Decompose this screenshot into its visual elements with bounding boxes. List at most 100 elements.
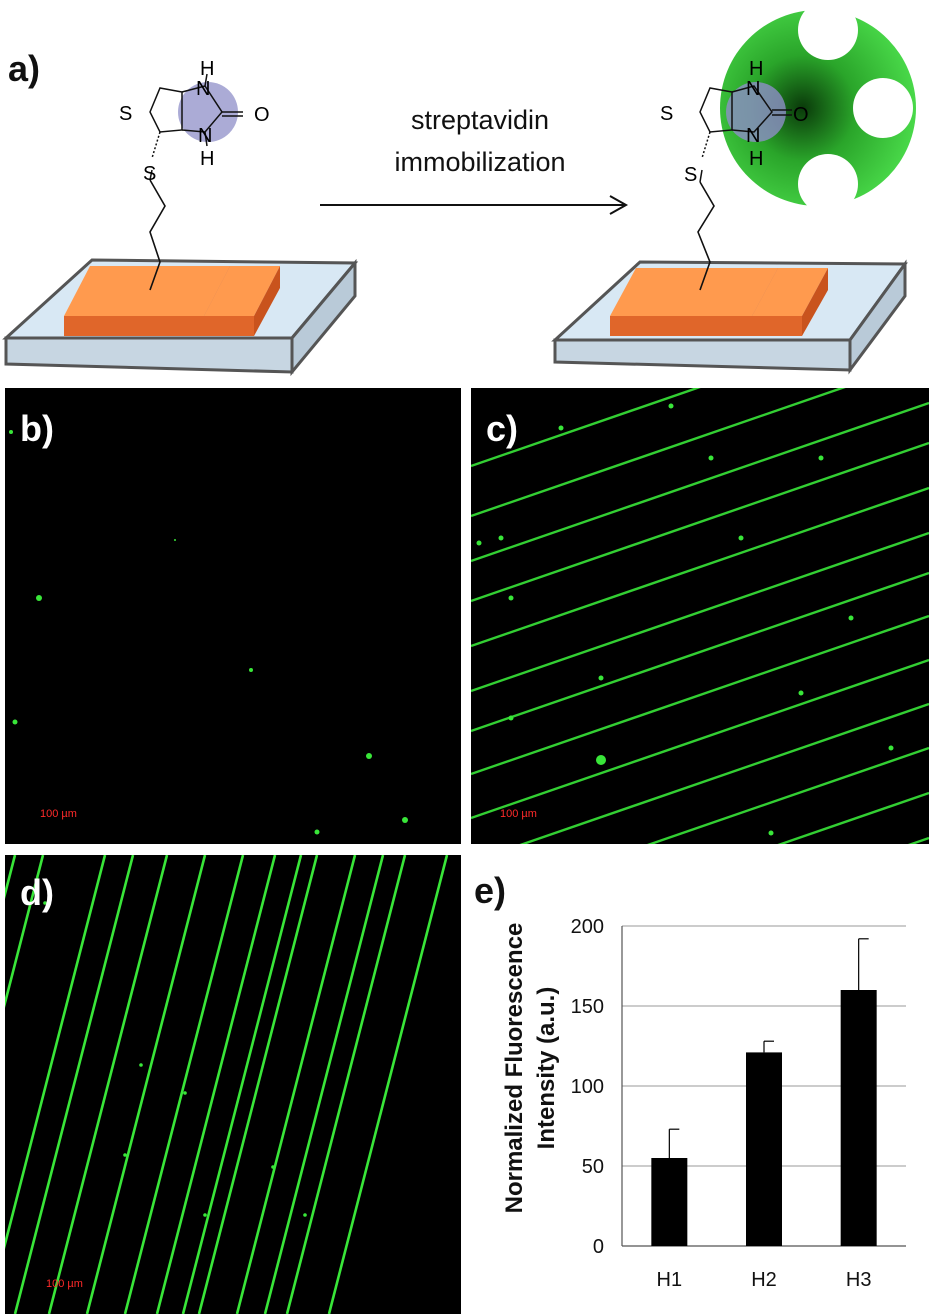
atom-s-ring-left: S xyxy=(119,103,133,125)
fluorescent-stripe xyxy=(5,855,107,1250)
y-tick-label: 0 xyxy=(593,1236,604,1258)
substrate-left-side xyxy=(4,336,294,374)
micrograph-b xyxy=(5,388,461,844)
fluorescent-stripe xyxy=(13,855,135,1314)
x-tick-label-h1: H1 xyxy=(657,1269,683,1291)
panel-b-label: b) xyxy=(20,408,54,449)
fluorescent-stripe xyxy=(47,855,169,1314)
y-tick-label: 100 xyxy=(571,1076,604,1098)
reaction-arrow xyxy=(320,195,629,215)
fluorescent-spot xyxy=(303,1213,307,1217)
bar-chart-e: Normalized Fluorescence Intensity (a.u.)… xyxy=(501,916,906,1291)
fluorescent-spot xyxy=(508,595,514,601)
atom-h-top-left: H xyxy=(200,58,215,80)
fluorescent-stripe xyxy=(471,571,929,733)
panel-e-label: e) xyxy=(474,870,507,911)
fluorescent-stripe xyxy=(471,658,929,820)
scalebar-c: 100 µm xyxy=(500,808,537,820)
arrow-label-line2: immobilization xyxy=(394,147,566,177)
linker-left xyxy=(149,179,166,291)
fluorescent-spot xyxy=(498,535,504,541)
y-tick-label: 50 xyxy=(582,1156,604,1178)
atom-h-top-right: H xyxy=(749,58,764,80)
fluorescent-spot xyxy=(598,675,604,681)
micrograph-d xyxy=(5,855,461,1314)
y-tick-label: 200 xyxy=(571,916,604,938)
arrow-label-line1: streptavidin xyxy=(410,105,550,135)
atom-n-top-left: N xyxy=(196,78,211,100)
fluorescent-spot xyxy=(596,755,606,765)
scalebar-b: 100 µm xyxy=(40,808,77,820)
atom-s-ring-right: S xyxy=(660,103,674,125)
fluorescent-spot xyxy=(798,690,804,696)
fluorescent-spot xyxy=(848,615,854,621)
scheme-right xyxy=(551,10,916,375)
fluorescent-spot xyxy=(183,1091,187,1095)
bar-h3 xyxy=(840,990,877,1246)
atom-o-left: O xyxy=(254,104,270,126)
atom-h-bottom-right: H xyxy=(749,148,764,170)
fluorescent-stripe xyxy=(197,855,319,1314)
fluorescent-stripe xyxy=(327,855,449,1314)
atom-n-bottom-left: N xyxy=(198,125,213,147)
atom-n-top-right: N xyxy=(746,78,761,100)
fluorescent-spot xyxy=(818,455,824,461)
fluorescent-stripe xyxy=(471,614,929,776)
x-tick-label-h2: H2 xyxy=(751,1269,777,1291)
fluorescent-stripe xyxy=(235,855,357,1314)
fluorescent-stripe xyxy=(263,855,385,1314)
fluorescent-stripe xyxy=(5,855,45,1009)
atom-h-bottom-left: H xyxy=(200,148,215,170)
fluorescent-spot xyxy=(708,455,714,461)
fluorescent-stripe xyxy=(471,531,929,693)
biotin-left xyxy=(149,73,243,181)
panel-a-label: a) xyxy=(8,48,41,89)
fluorescent-stripe xyxy=(123,855,245,1314)
fluorescent-spot xyxy=(738,535,744,541)
fluorescent-stripe xyxy=(471,388,846,518)
scalebar-d: 100 µm xyxy=(46,1278,83,1290)
fluorescent-stripe xyxy=(471,388,701,468)
panel-c-label: c) xyxy=(486,408,519,449)
y-axis-label-line1: Normalized Fluorescence xyxy=(501,923,528,1214)
fluorescent-spot xyxy=(508,715,514,721)
electrodes-right xyxy=(610,268,828,336)
fluorescent-spot xyxy=(43,901,47,905)
fluorescent-spot xyxy=(123,1153,127,1157)
atom-s-chain-left: S xyxy=(143,163,157,185)
biotin-highlight-left xyxy=(178,82,238,142)
y-tick-label: 150 xyxy=(571,996,604,1018)
atom-n-bottom-right: N xyxy=(746,125,761,147)
fluorescent-spot xyxy=(271,1165,275,1169)
fluorescent-stripe xyxy=(471,401,929,563)
fluorescent-spot xyxy=(888,745,894,751)
fluorescent-spot xyxy=(476,540,482,546)
fluorescent-spot xyxy=(139,1063,143,1067)
panel-d-label: d) xyxy=(20,872,54,913)
fluorescent-stripe xyxy=(285,855,407,1314)
scheme-left xyxy=(2,73,359,377)
micrograph-c xyxy=(471,388,929,844)
fluorescent-stripe xyxy=(471,486,929,648)
bar-h1 xyxy=(651,1158,688,1246)
fluorescent-stripe xyxy=(155,855,277,1314)
fluorescent-stripe xyxy=(471,441,929,603)
atom-s-chain-right: S xyxy=(684,164,698,186)
y-axis-label-line2: Intensity (a.u.) xyxy=(533,987,560,1150)
fluorescent-stripe xyxy=(519,702,929,844)
fluorescent-stripe xyxy=(777,791,929,844)
streptavidin xyxy=(720,10,916,206)
fluorescent-spot xyxy=(203,1213,207,1217)
electrodes-left xyxy=(64,266,280,336)
fluorescent-spot xyxy=(768,830,774,836)
substrate-left-side2 xyxy=(290,258,357,377)
fluorescent-stripe xyxy=(647,746,929,844)
fluorescent-spot xyxy=(668,403,674,409)
fluorescent-stripe xyxy=(85,855,207,1314)
x-tick-label-h3: H3 xyxy=(846,1269,872,1291)
atom-o-right: O xyxy=(793,104,809,126)
fluorescent-spot xyxy=(558,425,564,431)
fluorescent-stripe xyxy=(181,855,303,1314)
bar-h2 xyxy=(746,1052,782,1246)
fluorescent-stripe xyxy=(5,855,17,900)
